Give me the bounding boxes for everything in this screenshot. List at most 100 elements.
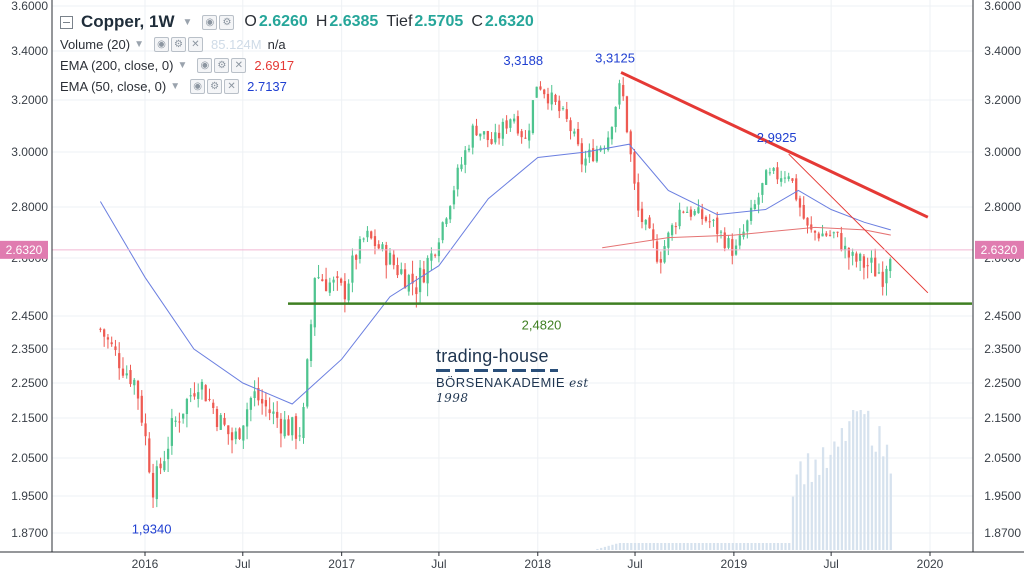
candle-body [780, 178, 783, 182]
y-tick-label-left: 2.1500 [11, 411, 48, 425]
volume-bar [630, 543, 633, 550]
candle-body [494, 132, 497, 143]
candle-body [648, 217, 651, 229]
candle-body [230, 432, 234, 441]
volume-bar [727, 543, 731, 550]
watermark-logo: trading-house BÖRSENAKADEMIE est 1998 [436, 346, 616, 405]
gear-icon[interactable]: ⚙ [214, 58, 230, 73]
symbol-title[interactable]: Copper, 1W [81, 12, 175, 31]
volume-bar [742, 543, 746, 550]
candle-body [185, 398, 189, 415]
candle-body [204, 385, 207, 402]
volume-bar [633, 543, 637, 550]
y-tick-label-left: 3.0000 [11, 145, 48, 159]
watermark-est: est 1998 [436, 376, 589, 405]
candle-body [279, 418, 283, 434]
candle-body [889, 259, 892, 272]
y-tick-label-right: 2.3500 [984, 342, 1021, 356]
candle-body [614, 106, 617, 127]
eye-icon[interactable]: ◉ [190, 79, 206, 94]
y-tick-label-left: 2.2500 [11, 376, 48, 390]
volume-bar [675, 543, 678, 550]
volume-bar [870, 445, 874, 550]
candle-body [828, 234, 832, 236]
ohlc-open-label: O [244, 13, 257, 30]
legend-ema200-row[interactable]: EMA (200, close, 0) ▼ ◉ ⚙ ✕ 2.6917 [60, 55, 534, 76]
candle-body [189, 395, 192, 397]
candle-body [388, 252, 392, 265]
volume-bar [889, 473, 892, 550]
ema-lines [99, 143, 891, 405]
volume-bar [663, 543, 667, 550]
candle-body [843, 245, 847, 251]
volume-indicator-name[interactable]: Volume (20) [60, 37, 131, 52]
ema200-line [602, 226, 891, 249]
candle-body [411, 273, 414, 284]
y-tick-label-right: 2.4500 [984, 309, 1021, 323]
candle-body [407, 275, 410, 292]
candle-body [467, 148, 471, 151]
volume-bar [855, 411, 859, 550]
gear-icon[interactable]: ⚙ [207, 79, 223, 94]
x-tick-label: Jul [235, 557, 250, 571]
volume-bars [596, 410, 892, 550]
candle-body [396, 264, 399, 276]
candle-body [554, 94, 557, 102]
candle-body [377, 244, 380, 249]
eye-icon[interactable]: ◉ [202, 14, 218, 30]
legend-volume-row[interactable]: Volume (20) ▼ ◉ ⚙ ✕ 85.124M n/a [60, 34, 534, 55]
candle-body [430, 253, 433, 261]
gear-icon[interactable]: ⚙ [219, 14, 235, 30]
volume-bar [600, 547, 603, 550]
collapse-icon[interactable] [60, 15, 73, 29]
candle-body [870, 257, 873, 263]
y-tick-label-left: 2.8000 [11, 200, 48, 214]
chevron-down-icon[interactable]: ▼ [177, 60, 188, 71]
price-annotation: 3,3125 [595, 50, 635, 65]
ema50-indicator-name[interactable]: EMA (50, close, 0) [60, 79, 167, 94]
candle-body [148, 438, 151, 473]
candle-body [118, 353, 121, 369]
last-price-tag-right-text: 2.6320 [981, 243, 1018, 257]
legend-ema50-row[interactable]: EMA (50, close, 0) ▼ ◉ ⚙ ✕ 2.7137 [60, 76, 534, 97]
candle-body [640, 208, 644, 223]
ema50-value: 2.7137 [247, 79, 287, 94]
eye-icon[interactable]: ◉ [154, 37, 169, 52]
candle-body [652, 229, 655, 240]
chevron-down-icon[interactable]: ▼ [134, 39, 144, 50]
volume-bar [829, 454, 832, 550]
eye-icon[interactable]: ◉ [197, 58, 213, 73]
candle-body [339, 278, 343, 283]
volume-bar [679, 543, 682, 550]
volume-bar [885, 444, 889, 550]
candle-body [163, 461, 166, 471]
close-icon[interactable]: ✕ [231, 58, 247, 73]
candle-body [437, 242, 441, 257]
volume-bar [769, 543, 772, 550]
volume-bar [791, 496, 795, 550]
candle-body [336, 276, 339, 279]
chevron-down-icon[interactable]: ▼ [182, 16, 193, 28]
volume-bar [833, 441, 836, 550]
ohlc-close-label: C [471, 13, 483, 30]
volume-bar [596, 548, 599, 550]
volume-bar [705, 543, 708, 550]
price-annotation: 2,4820 [522, 318, 562, 333]
close-icon[interactable]: ✕ [188, 37, 203, 52]
volume-bar [671, 543, 674, 550]
candle-body [708, 221, 711, 223]
ema200-indicator-name[interactable]: EMA (200, close, 0) [60, 58, 174, 73]
close-icon[interactable]: ✕ [224, 79, 240, 94]
ohlc-low-label: Tief [386, 13, 413, 30]
candle-body [825, 233, 828, 236]
candle-body [689, 209, 693, 217]
chevron-down-icon[interactable]: ▼ [170, 81, 181, 92]
candle-body [862, 256, 866, 268]
watermark-dash [436, 369, 558, 372]
volume-value: 85.124M [211, 37, 262, 52]
candle-body [764, 170, 768, 185]
candle-body [445, 218, 448, 225]
gear-icon[interactable]: ⚙ [171, 37, 186, 52]
candle-body [588, 149, 591, 158]
